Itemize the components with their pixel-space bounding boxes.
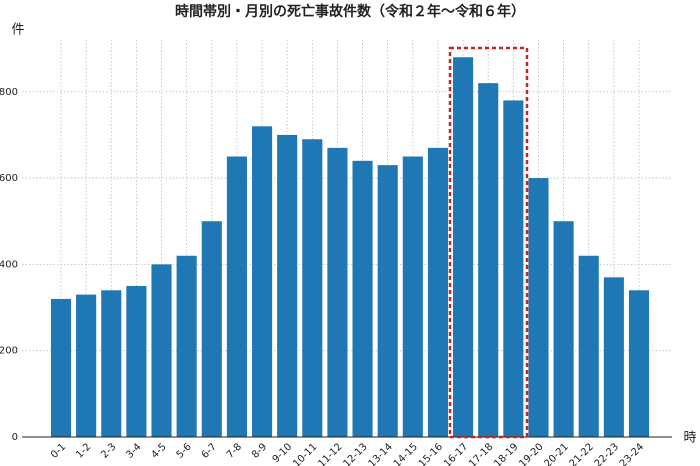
bar (151, 264, 172, 437)
bar (503, 100, 524, 438)
x-tick-label: 6-7 (200, 441, 219, 460)
bar (402, 156, 423, 437)
bar (578, 255, 599, 437)
y-tick-label: 800 (0, 87, 18, 98)
x-tick-label: 5-6 (175, 441, 194, 460)
y-tick-label: 0 (12, 432, 18, 443)
y-tick-label: 600 (0, 173, 18, 184)
bar (176, 255, 197, 437)
bar (101, 290, 122, 437)
x-tick-label: 8-9 (250, 441, 269, 460)
y-axis-label: 件 (11, 23, 24, 38)
x-tick-label: 0-1 (49, 441, 68, 460)
bar (628, 290, 650, 437)
bar (251, 126, 273, 437)
y-tick-label: 400 (0, 259, 18, 270)
x-axis-label: 時 (683, 431, 696, 446)
bar (528, 178, 549, 437)
bar (427, 147, 449, 437)
x-tick-label: 3-4 (124, 441, 143, 460)
x-tick-label: 2-3 (99, 441, 118, 460)
bar (377, 165, 398, 438)
chart-title: 時間帯別・月別の死亡事故件数（令和２年〜令和６年） (175, 3, 525, 20)
bar (352, 160, 373, 437)
bar (327, 147, 348, 437)
bar (201, 221, 222, 437)
x-tick-label: 7-8 (225, 441, 244, 460)
bar (277, 134, 298, 437)
bar (553, 221, 574, 437)
bar (50, 298, 72, 437)
highlight-box (448, 46, 529, 439)
bar (302, 139, 323, 437)
x-tick-label: 4-5 (149, 441, 168, 460)
bar (478, 83, 499, 438)
bar (226, 156, 247, 437)
bar (603, 277, 624, 437)
x-tick-label: 23-24 (618, 441, 646, 466)
bars (50, 57, 650, 438)
y-tick-label: 200 (0, 346, 18, 357)
bar (453, 57, 474, 438)
x-tick-label: 1-2 (74, 441, 93, 460)
bar (76, 294, 97, 437)
bar (126, 285, 147, 437)
